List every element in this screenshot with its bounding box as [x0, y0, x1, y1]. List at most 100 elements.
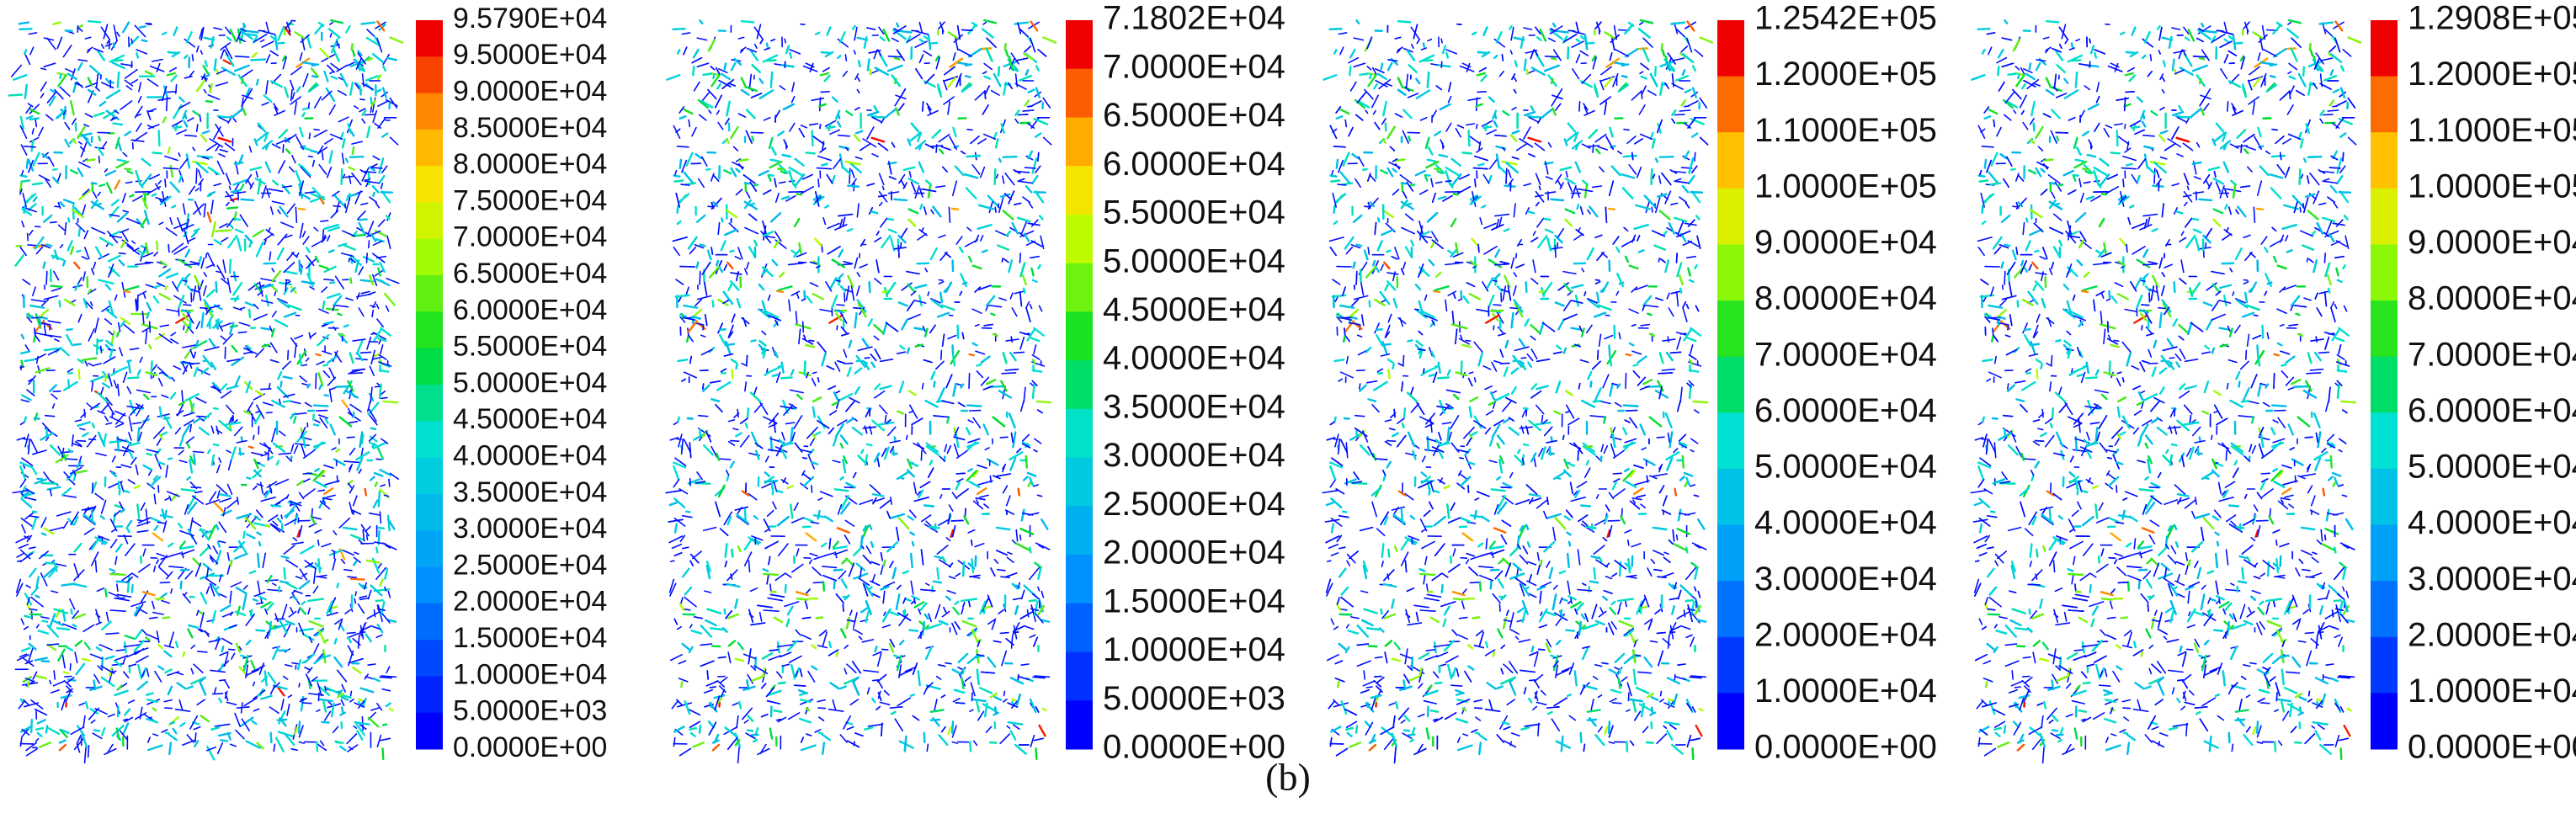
force-chain: [94, 560, 98, 573]
force-chain: [917, 670, 921, 687]
force-chain: [25, 488, 35, 495]
force-chain: [721, 217, 724, 223]
force-chain: [315, 481, 327, 488]
force-chain: [123, 644, 140, 648]
force-chain: [105, 77, 111, 85]
force-chain: [74, 284, 79, 291]
force-chain: [372, 191, 375, 198]
force-chain: [140, 502, 146, 512]
force-chain: [1022, 287, 1026, 294]
legend-label: 3.0000E+04: [453, 513, 607, 545]
force-chain: [255, 171, 258, 178]
force-chain: [839, 734, 848, 743]
force-chain: [979, 166, 986, 178]
force-chain: [742, 317, 748, 327]
force-chain: [124, 716, 134, 723]
force-chain: [165, 97, 168, 112]
force-chain: [93, 363, 102, 366]
force-chain: [980, 235, 984, 242]
force-chain: [711, 743, 721, 752]
force-chain: [264, 524, 271, 528]
force-chain: [296, 350, 307, 365]
force-chain: [156, 559, 160, 565]
force-chain: [163, 415, 173, 429]
force-chain: [838, 570, 847, 580]
force-chain: [169, 164, 174, 178]
force-chain: [837, 273, 844, 280]
force-chain: [743, 268, 748, 275]
force-chain: [66, 685, 73, 694]
force-chain: [730, 61, 737, 72]
force-chain: [145, 328, 148, 345]
force-chain: [166, 491, 180, 497]
force-chain: [77, 167, 84, 178]
force-chain: [151, 193, 157, 197]
force-chain: [1022, 196, 1030, 204]
force-chain: [961, 619, 977, 628]
force-chain: [856, 77, 861, 82]
force-chain: [692, 742, 705, 748]
force-chain: [31, 128, 35, 135]
force-chain: [105, 611, 109, 622]
force-chain: [360, 290, 371, 295]
force-chain: [383, 292, 397, 306]
force-chain: [897, 29, 913, 34]
force-chain: [253, 283, 263, 293]
force-chain: [948, 206, 951, 224]
force-chain: [183, 304, 192, 306]
force-chain: [322, 370, 331, 379]
force-chain: [308, 132, 311, 140]
force-chain: [270, 35, 277, 41]
force-chain: [216, 541, 221, 548]
force-chain: [966, 427, 971, 436]
force-chain: [338, 242, 348, 247]
force-chain: [186, 285, 194, 292]
force-chain: [1024, 167, 1036, 169]
force-chain: [136, 389, 151, 394]
force-chain: [822, 66, 831, 72]
force-chain: [389, 36, 404, 44]
force-chain: [316, 742, 327, 752]
force-chain: [182, 320, 189, 327]
force-chain: [317, 489, 326, 492]
force-chain: [723, 263, 727, 271]
force-chain: [343, 460, 360, 464]
force-chain: [264, 608, 269, 615]
force-chain: [954, 600, 960, 606]
force-chain: [873, 323, 885, 334]
force-chain: [120, 63, 133, 66]
force-chain: [165, 227, 178, 237]
force-chain: [24, 678, 35, 683]
force-chain: [301, 364, 308, 367]
force-chain: [290, 412, 296, 420]
force-chain: [923, 684, 929, 695]
force-chain: [1035, 747, 1038, 760]
force-chain: [24, 433, 29, 448]
force-chain: [676, 702, 693, 708]
force-chain: [695, 298, 703, 307]
force-chain: [34, 334, 40, 343]
force-chain: [178, 699, 184, 711]
force-chain: [185, 153, 191, 169]
force-chain: [74, 440, 82, 446]
force-chain: [250, 58, 267, 61]
force-chain: [203, 88, 207, 94]
force-chain: [870, 354, 877, 362]
force-chain: [280, 699, 285, 711]
force-chain: [274, 478, 290, 486]
force-chain: [282, 144, 285, 153]
force-chain: [357, 699, 365, 710]
force-chain: [330, 19, 344, 24]
force-chain: [1004, 172, 1015, 186]
force-chain: [982, 703, 997, 712]
force-chain: [908, 509, 917, 518]
force-chain: [934, 555, 943, 560]
force-chain: [148, 321, 152, 333]
force-chain: [46, 92, 56, 104]
force-chain: [380, 327, 391, 337]
colorbar-segment: [416, 275, 443, 312]
force-chain: [277, 731, 295, 737]
force-chain: [321, 152, 324, 161]
force-chain: [835, 390, 841, 394]
